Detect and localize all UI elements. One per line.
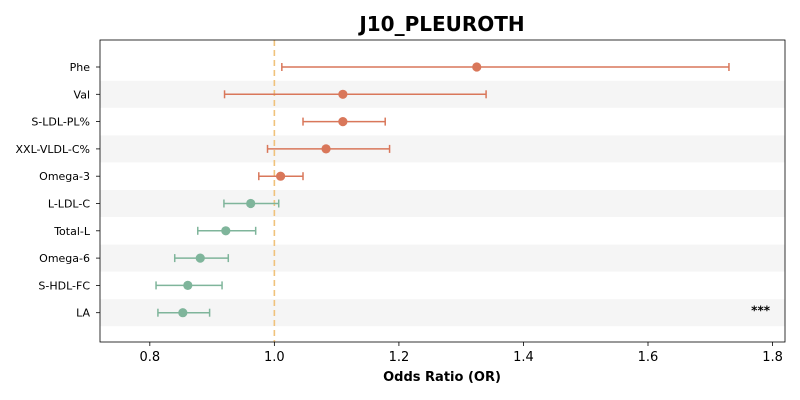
x-tick-label: 1.8	[762, 350, 783, 365]
plot-frame	[99, 39, 786, 343]
or-point	[275, 171, 286, 181]
x-axis-label: Odds Ratio (OR)	[383, 370, 501, 385]
forest-row	[197, 226, 257, 236]
y-tick-label: Total-L	[53, 225, 91, 238]
forest-row	[223, 198, 280, 209]
or-point	[178, 308, 188, 318]
y-tick-label: S-LDL-PL%	[31, 116, 90, 129]
y-tick-label: S-HDL-FC	[38, 279, 90, 292]
chart-marks: ***	[155, 62, 771, 318]
row-band	[100, 299, 785, 327]
x-tick-labels: 0.8 1.0 1.2 1.4 1.6 1.8	[139, 342, 783, 365]
forest-row	[281, 62, 730, 72]
or-point	[321, 144, 331, 154]
forest-row	[155, 280, 223, 290]
forest-row	[258, 171, 304, 181]
y-tick-label: L-LDL-C	[48, 198, 90, 211]
forest-row	[157, 308, 211, 318]
x-tick-label: 1.4	[513, 350, 534, 365]
x-tick-label: 1.0	[264, 350, 285, 365]
or-point	[338, 89, 348, 99]
y-tick-label: Val	[74, 88, 90, 101]
row-bands	[100, 80, 785, 327]
x-tick-label: 1.2	[389, 350, 410, 365]
or-point	[338, 117, 348, 127]
row-band	[100, 190, 785, 217]
forest-row	[223, 89, 487, 99]
axes	[99, 39, 786, 343]
forest-row	[266, 144, 391, 154]
or-point	[246, 198, 256, 209]
forest-row	[173, 253, 230, 263]
or-point	[472, 62, 482, 72]
forest-row	[302, 117, 386, 127]
y-tick-label: LA	[76, 307, 90, 320]
or-point	[195, 253, 205, 263]
or-point	[183, 280, 193, 290]
y-tick-label: XXL-VLDL-C%	[16, 143, 91, 156]
y-tick-labels: Phe Val S-LDL-PL% XXL-VLDL-C% Omega-3 L-LDL-C…	[16, 61, 100, 320]
x-tick-label: 1.6	[638, 350, 659, 365]
chart-title: J10_PLEUROTH	[357, 12, 524, 36]
significance-annotation: ***	[751, 304, 771, 318]
y-tick-label: Omega-6	[39, 252, 90, 265]
y-tick-label: Omega-3	[39, 170, 90, 183]
y-tick-label: Phe	[70, 61, 91, 74]
x-tick-label: 0.8	[139, 350, 160, 365]
row-band	[100, 135, 785, 163]
or-point	[221, 226, 231, 236]
